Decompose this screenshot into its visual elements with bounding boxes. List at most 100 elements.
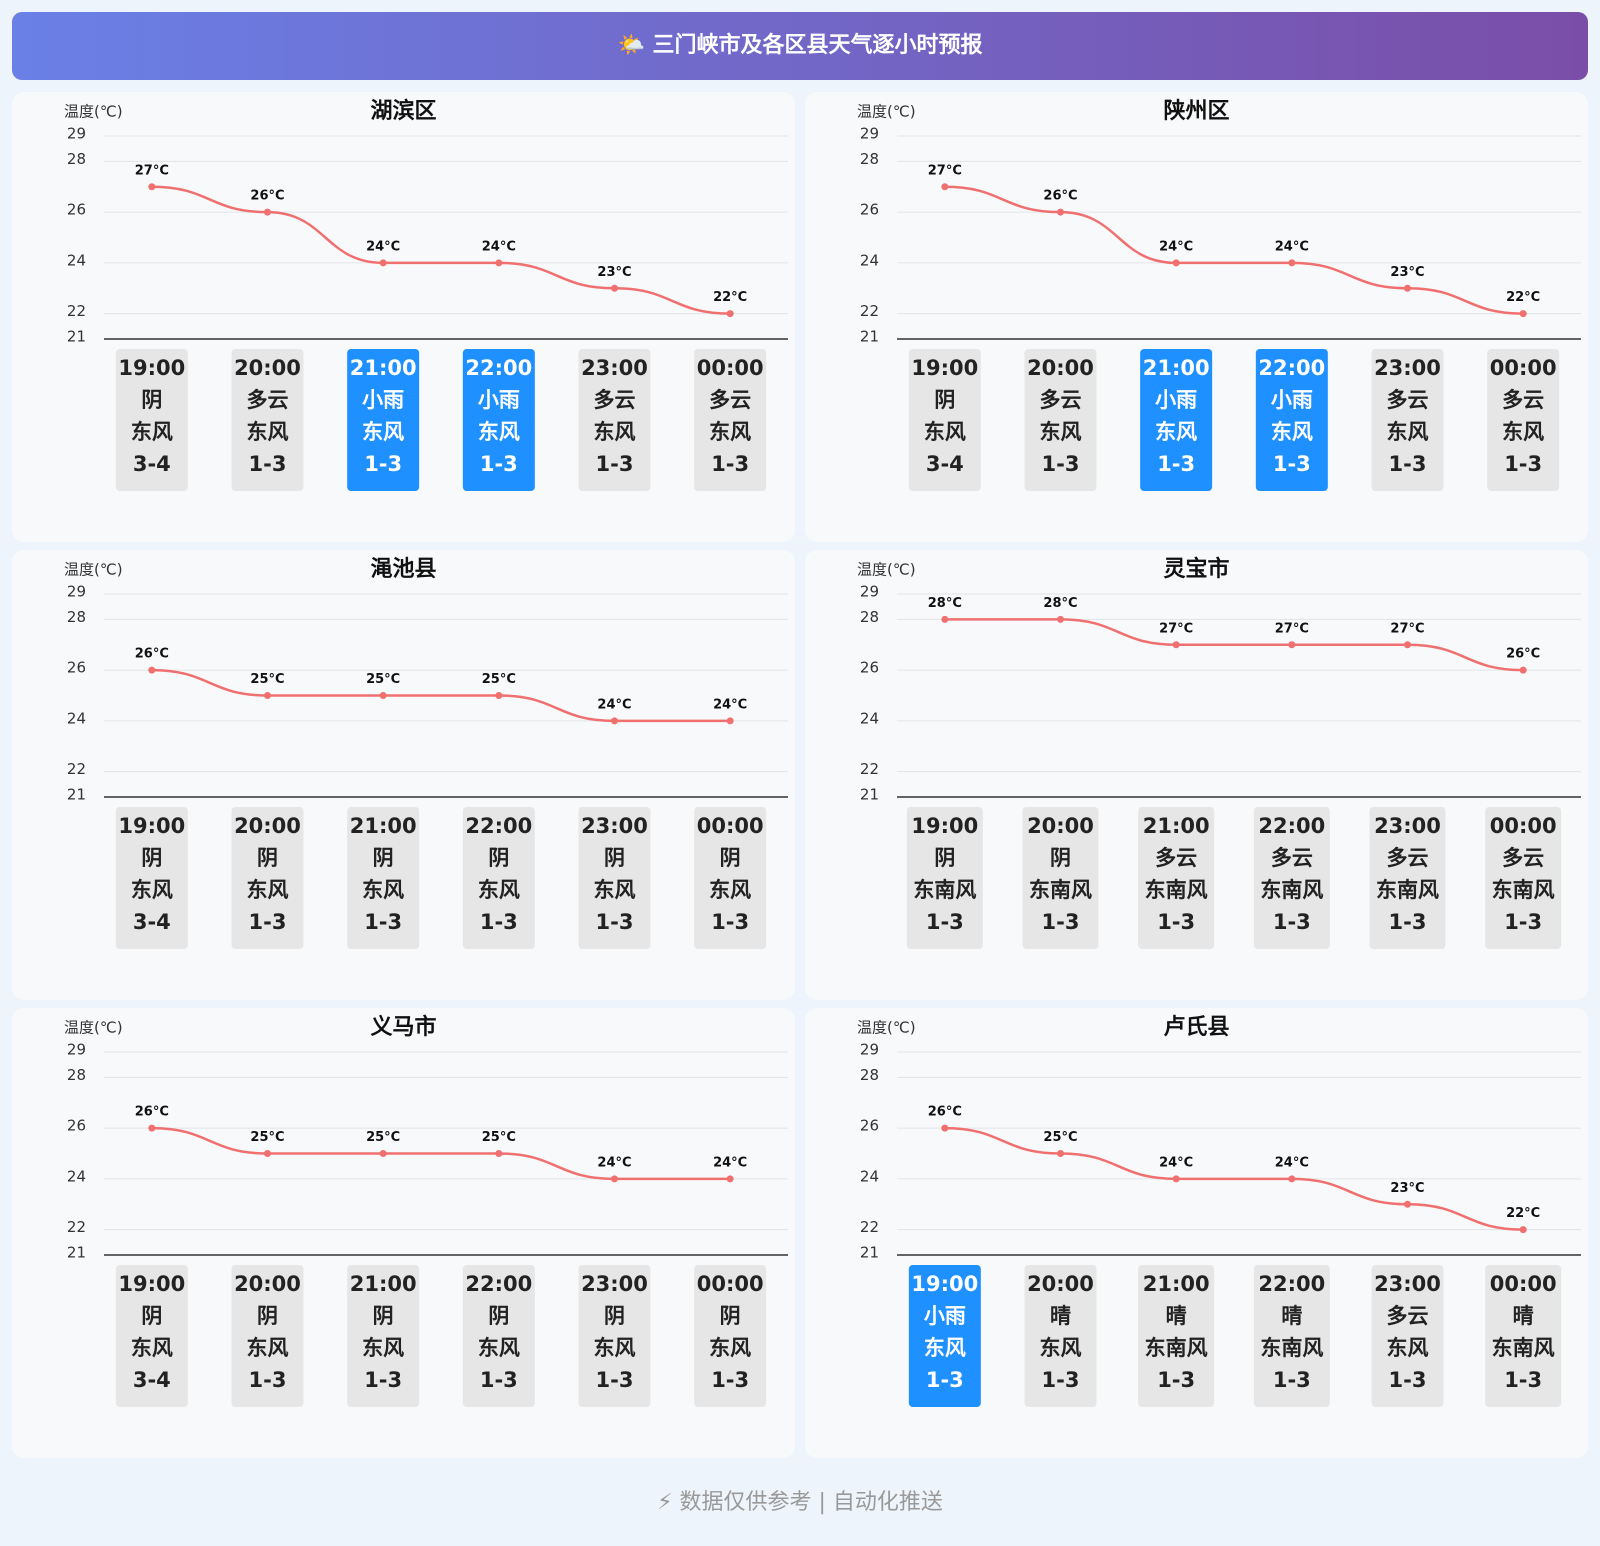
data-point xyxy=(1288,641,1296,649)
weather-label: 阴 xyxy=(257,1304,278,1328)
wind-level-label: 1-3 xyxy=(1157,452,1195,476)
y-tick-label: 28 xyxy=(860,1066,879,1084)
y-tick-label: 29 xyxy=(67,583,86,601)
y-tick-label: 28 xyxy=(67,1066,86,1084)
y-tick-label: 28 xyxy=(860,150,879,168)
data-point xyxy=(495,1150,503,1157)
value-label: 26°C xyxy=(135,1105,169,1120)
x-tick-label: 23:00 xyxy=(581,1272,648,1296)
x-tick-label: 00:00 xyxy=(697,1272,764,1296)
value-label: 26°C xyxy=(1506,647,1540,662)
value-label: 25°C xyxy=(366,1130,400,1145)
value-label: 27°C xyxy=(1275,621,1309,636)
forecast-box xyxy=(694,807,767,949)
weather-label: 小雨 xyxy=(362,388,404,412)
y-tick-label: 24 xyxy=(67,1167,86,1185)
x-tick-label: 19:00 xyxy=(118,356,185,380)
x-tick-label: 00:00 xyxy=(1490,1272,1557,1296)
wind-label: 东风 xyxy=(362,878,404,902)
forecast-box xyxy=(1253,807,1330,949)
y-tick-label: 26 xyxy=(67,1117,86,1135)
x-tick-label: 20:00 xyxy=(234,814,301,838)
data-point xyxy=(1519,666,1527,674)
y-tick-label: 22 xyxy=(67,1218,86,1236)
weather-label: 阴 xyxy=(141,846,162,870)
wind-level-label: 1-3 xyxy=(1157,910,1195,934)
wind-level-label: 1-3 xyxy=(711,910,749,934)
value-label: 25°C xyxy=(250,1130,284,1145)
x-tick-label: 19:00 xyxy=(118,1272,185,1296)
temperature-line xyxy=(151,668,731,723)
temperature-line xyxy=(151,185,731,315)
data-point xyxy=(1519,1226,1527,1234)
data-point xyxy=(495,692,503,699)
wind-level-label: 1-3 xyxy=(249,910,287,934)
data-point xyxy=(941,615,949,623)
wind-label: 东风 xyxy=(594,1336,636,1360)
forecast-box xyxy=(115,807,188,949)
wind-label: 东风 xyxy=(1155,420,1197,444)
weather-label: 多云 xyxy=(594,388,636,412)
x-tick-label: 23:00 xyxy=(1374,356,1441,380)
value-label: 27°C xyxy=(928,163,962,178)
y-tick-label: 29 xyxy=(860,1041,879,1059)
value-label: 24°C xyxy=(1275,1155,1309,1170)
wind-level-label: 1-3 xyxy=(249,452,287,476)
forecast-box xyxy=(231,349,304,491)
weather-label: 小雨 xyxy=(1155,388,1197,412)
forecast-box xyxy=(1371,349,1444,491)
wind-level-label: 3-4 xyxy=(926,452,964,476)
x-tick-label: 00:00 xyxy=(697,356,764,380)
temperature-line xyxy=(944,185,1524,315)
data-point xyxy=(379,692,387,699)
weather-label: 小雨 xyxy=(924,1304,966,1328)
y-tick-label: 24 xyxy=(67,251,86,269)
x-tick-label: 21:00 xyxy=(350,356,417,380)
x-tick-label: 21:00 xyxy=(1143,814,1210,838)
wind-label: 东风 xyxy=(1387,1336,1429,1360)
x-tick-label: 21:00 xyxy=(1143,1272,1210,1296)
wind-label: 东南风 xyxy=(1376,878,1439,902)
weather-label: 阴 xyxy=(373,1304,394,1328)
forecast-box xyxy=(908,349,981,491)
data-point xyxy=(611,284,618,292)
forecast-box xyxy=(1138,807,1215,949)
value-label: 26°C xyxy=(928,1105,962,1120)
x-tick-label: 20:00 xyxy=(234,356,301,380)
x-tick-label: 23:00 xyxy=(581,356,648,380)
wind-level-label: 1-3 xyxy=(1504,910,1542,934)
y-tick-label: 29 xyxy=(860,125,879,143)
x-tick-label: 23:00 xyxy=(1374,1272,1441,1296)
forecast-box xyxy=(578,807,651,949)
wind-level-label: 1-3 xyxy=(1042,452,1080,476)
value-label: 26°C xyxy=(1043,189,1077,204)
weather-label: 多云 xyxy=(1155,846,1197,870)
value-label: 24°C xyxy=(597,697,631,712)
data-point xyxy=(726,310,734,318)
value-label: 22°C xyxy=(1506,290,1540,305)
weather-label: 阴 xyxy=(604,1304,625,1328)
data-point xyxy=(148,183,156,191)
chart-card: 陕州区 温度(℃) 21 22 24 26 28 29 27°C 19:00 阴东风 3-4 26°C 2… xyxy=(805,92,1588,542)
x-tick-label: 23:00 xyxy=(1374,814,1441,838)
forecast-box xyxy=(906,807,983,949)
y-tick-label: 21 xyxy=(860,328,879,346)
chart-title: 陕州区 xyxy=(1163,99,1229,124)
wind-label: 东风 xyxy=(924,1336,966,1360)
value-label: 25°C xyxy=(1043,1130,1077,1145)
wind-label: 东风 xyxy=(709,1336,751,1360)
y-tick-label: 21 xyxy=(67,328,86,346)
forecast-box xyxy=(231,1265,304,1407)
data-point xyxy=(1404,1200,1411,1208)
chart-title: 渑池县 xyxy=(370,557,436,582)
chart-title: 灵宝市 xyxy=(1163,556,1229,582)
wind-level-label: 1-3 xyxy=(1273,910,1311,934)
x-tick-label: 21:00 xyxy=(350,814,417,838)
data-point xyxy=(495,259,503,267)
x-tick-label: 22:00 xyxy=(1258,1272,1325,1296)
weather-label: 阴 xyxy=(604,846,625,870)
value-label: 24°C xyxy=(713,1155,747,1170)
chart-title: 湖滨区 xyxy=(370,98,436,124)
value-label: 23°C xyxy=(597,265,631,280)
data-point xyxy=(1288,1175,1296,1183)
